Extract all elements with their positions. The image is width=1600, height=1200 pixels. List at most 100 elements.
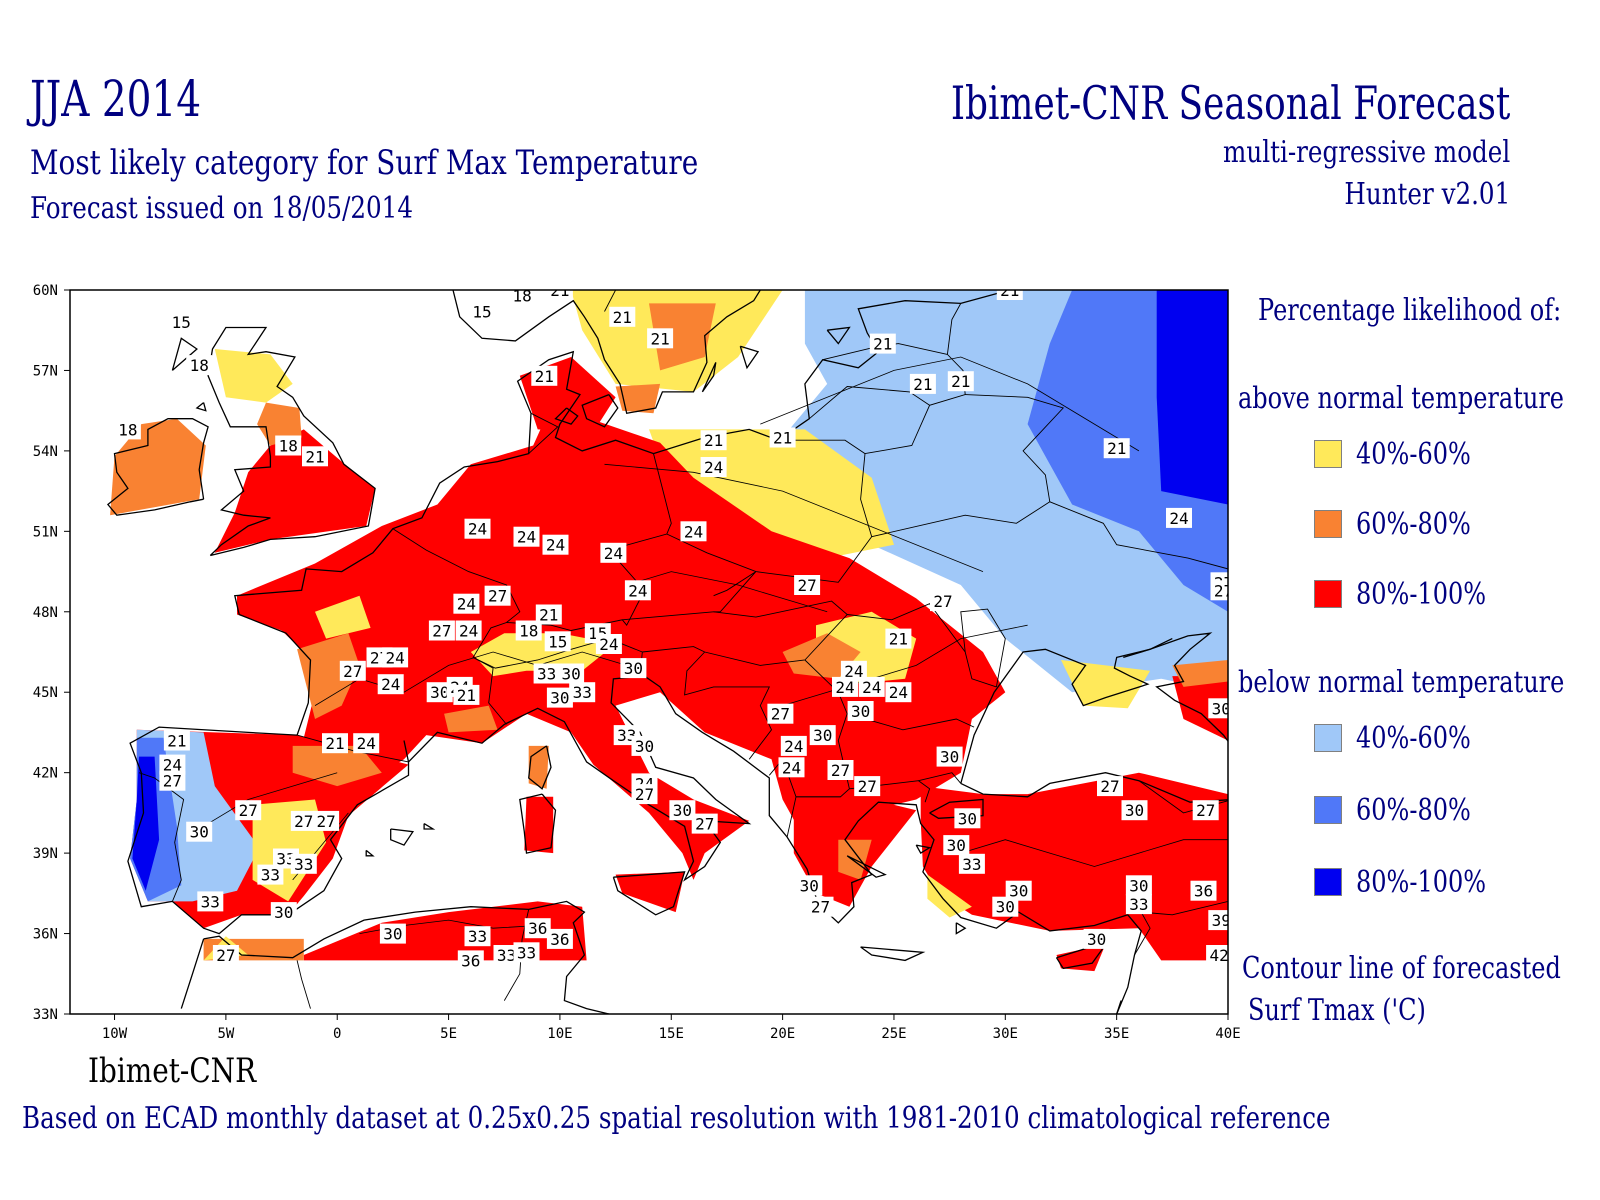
contour-label: 21 xyxy=(885,628,912,649)
contour-label-text: 27 xyxy=(933,592,952,611)
country-border xyxy=(960,608,1006,687)
contour-label-text: 30 xyxy=(561,665,580,684)
legend-above-60: 60%-80% xyxy=(1356,507,1471,542)
contour-label-text: 24 xyxy=(599,635,618,654)
contour-label-box xyxy=(947,371,974,392)
fill-region xyxy=(927,874,972,918)
contour-label: 27 xyxy=(313,810,340,831)
fill-region xyxy=(297,633,360,719)
legend-above-label: above normal temperature xyxy=(1238,381,1564,416)
contour-label-text: 36 xyxy=(1194,882,1213,901)
contour-label-text: 27 xyxy=(1214,581,1233,600)
lon-tick-label: 10W xyxy=(102,1026,128,1042)
contour-label: 24 xyxy=(455,620,482,641)
legend-above-80: 80%-100% xyxy=(1356,577,1487,612)
lat-tick-label: 36N xyxy=(33,927,58,943)
contour-label: 24 xyxy=(542,534,569,555)
contour-label-box xyxy=(1190,880,1217,901)
swatch-above-80 xyxy=(1314,580,1342,608)
contour-label-text: 24 xyxy=(784,737,803,756)
contour-label-text: 18 xyxy=(519,622,538,641)
contour-label: 27 xyxy=(854,776,881,797)
contour-label: 33 xyxy=(958,853,985,874)
contour-label-text: 27 xyxy=(163,772,182,791)
contour-label: 24 xyxy=(595,634,622,654)
contour-label-text: 30 xyxy=(624,659,643,678)
contour-label-text: 27 xyxy=(858,777,877,796)
swatch-below-80 xyxy=(1314,868,1342,896)
contour-label-text: 27 xyxy=(1196,801,1215,820)
contour-label: 21 xyxy=(996,290,1023,300)
country-border xyxy=(1141,900,1228,916)
contour-label-box xyxy=(620,658,647,679)
contour-label-text: 24 xyxy=(835,678,854,697)
fill-region xyxy=(110,418,206,516)
fill-region xyxy=(315,595,371,639)
contour-label-box xyxy=(428,620,455,641)
footer-logo: Ibimet-CNR xyxy=(88,1051,257,1091)
contour-label-text: 15 xyxy=(172,313,191,332)
contour-label-text: 33 xyxy=(573,683,592,702)
contour-label: 18 xyxy=(186,355,213,376)
contour-label: 33 xyxy=(257,864,284,885)
contour-label: 30 xyxy=(936,746,963,767)
contour-label: 24 xyxy=(680,521,707,542)
contour-label-text: 21 xyxy=(889,630,908,649)
contour-label-box xyxy=(453,684,480,705)
contour-label-box xyxy=(382,647,409,668)
contour-label-text: 18 xyxy=(279,437,298,456)
contour-label-text: 30 xyxy=(430,683,449,702)
contour-label-box xyxy=(631,735,658,756)
contour-label-text: 21 xyxy=(613,308,632,327)
contour-label-box xyxy=(840,660,867,681)
coastline xyxy=(739,345,760,370)
contour-label: 27 xyxy=(484,585,511,606)
coastline xyxy=(701,362,717,393)
contour-label: 33 xyxy=(290,853,317,874)
contour-label: 15 xyxy=(168,312,195,333)
contour-label-text: 24 xyxy=(889,683,908,702)
country-border xyxy=(622,571,757,621)
fill-region xyxy=(528,745,549,789)
contour-label-text: 30 xyxy=(1129,876,1148,895)
contour-label-text: 33 xyxy=(294,855,313,874)
contour-label: 24 xyxy=(832,676,858,697)
lon-tick-label: 20E xyxy=(770,1026,795,1042)
contour-label: 27 xyxy=(827,760,854,780)
temperature-contour xyxy=(314,651,627,706)
contour-label-box xyxy=(796,875,823,896)
contour-label: 24 xyxy=(513,526,540,547)
fill-region xyxy=(292,745,382,787)
contour-label-box xyxy=(954,808,981,829)
contour-label-text: 24 xyxy=(844,662,863,681)
contour-label: 27 xyxy=(428,620,455,641)
contour-label-text: 27 xyxy=(239,801,258,820)
contour-label-text: 24 xyxy=(1169,509,1188,528)
lat-tick-label: 51N xyxy=(33,524,58,540)
contour-label-box xyxy=(569,682,596,703)
coastline xyxy=(960,632,1228,803)
contour-label: 24 xyxy=(353,733,380,754)
contour-label: 33 xyxy=(569,682,596,703)
country-border xyxy=(847,603,997,688)
contour-label: 27 xyxy=(631,784,658,805)
contour-label: 30 xyxy=(809,725,836,746)
contour-label-box xyxy=(546,687,573,708)
contour-label-box xyxy=(257,864,284,885)
contour-label-text: 33 xyxy=(962,855,981,874)
contour-label-text: 36 xyxy=(528,919,547,938)
fill-region xyxy=(524,796,554,854)
contour-label: 30 xyxy=(546,687,573,708)
contour-label: 33 xyxy=(197,891,224,912)
fill-region xyxy=(1172,660,1228,687)
contour-label: 24 xyxy=(778,757,805,778)
contour-label-box xyxy=(290,810,317,831)
contour-label-text: 33 xyxy=(497,946,516,965)
contour-label-box xyxy=(186,821,213,842)
contour-label-text: 30 xyxy=(813,726,832,745)
contour-label-box xyxy=(353,733,380,754)
contour-label-text: 30 xyxy=(550,689,569,708)
contour-label-box xyxy=(996,290,1023,300)
fill-region xyxy=(1061,660,1151,709)
contour-label-text: 21 xyxy=(951,372,970,391)
